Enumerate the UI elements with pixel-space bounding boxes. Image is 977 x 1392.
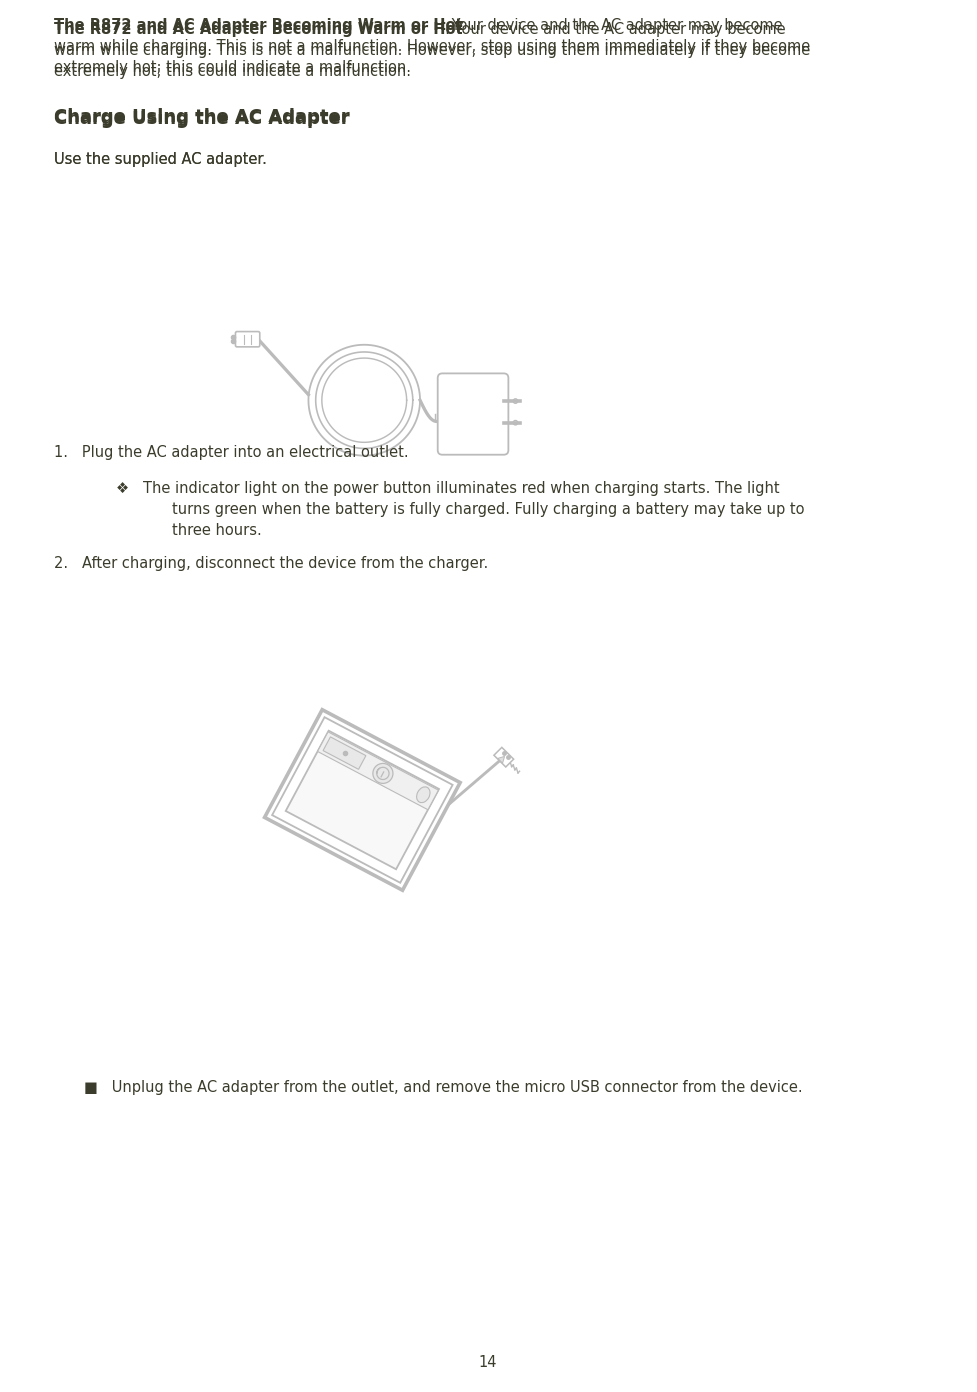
Text: : Your device and the AC adapter may become: : Your device and the AC adapter may bec… [442,18,783,33]
Text: The R872 and AC Adapter Becoming Warm or Hot: The R872 and AC Adapter Becoming Warm or… [54,22,463,38]
Text: The R872 and AC Adapter Becoming Warm or Hot: The R872 and AC Adapter Becoming Warm or… [54,18,463,33]
Text: warm while charging. This is not a malfunction. However, stop using them immedia: warm while charging. This is not a malfu… [54,43,810,58]
Text: extremely hot; this could indicate a malfunction.: extremely hot; this could indicate a mal… [54,64,411,79]
Text: three hours.: three hours. [172,523,262,537]
Text: Charge Using the AC Adapter: Charge Using the AC Adapter [54,110,350,128]
Text: 14: 14 [479,1354,497,1370]
Circle shape [373,763,393,784]
Polygon shape [285,731,439,869]
Text: 1.   Plug the AC adapter into an electrical outlet.: 1. Plug the AC adapter into an electrica… [54,445,408,459]
Polygon shape [318,732,439,810]
Polygon shape [323,736,366,770]
Polygon shape [494,748,514,767]
Text: ■   Unplug the AC adapter from the outlet, and remove the micro USB connector fr: ■ Unplug the AC adapter from the outlet,… [84,1080,803,1096]
Text: 2.   After charging, disconnect the device from the charger.: 2. After charging, disconnect the device… [54,557,488,571]
Polygon shape [498,756,504,763]
Text: : Your device and the AC adapter may become: : Your device and the AC adapter may bec… [445,22,786,38]
Polygon shape [265,710,460,891]
Text: Use the supplied AC adapter.: Use the supplied AC adapter. [54,152,267,167]
Text: extremely hot; this could indicate a malfunction.: extremely hot; this could indicate a mal… [54,60,411,75]
FancyBboxPatch shape [438,373,508,455]
Ellipse shape [416,786,430,803]
Text: warm while charging. This is not a malfunction. However, stop using them immedia: warm while charging. This is not a malfu… [54,39,810,54]
Polygon shape [273,717,452,883]
Text: Charge Using the AC Adapter: Charge Using the AC Adapter [54,109,350,127]
Text: Use the supplied AC adapter.: Use the supplied AC adapter. [54,152,267,167]
Text: ❖   The indicator light on the power button illuminates red when charging starts: ❖ The indicator light on the power butto… [116,480,780,496]
FancyBboxPatch shape [235,331,260,347]
Text: turns green when the battery is fully charged. Fully charging a battery may take: turns green when the battery is fully ch… [172,501,804,516]
